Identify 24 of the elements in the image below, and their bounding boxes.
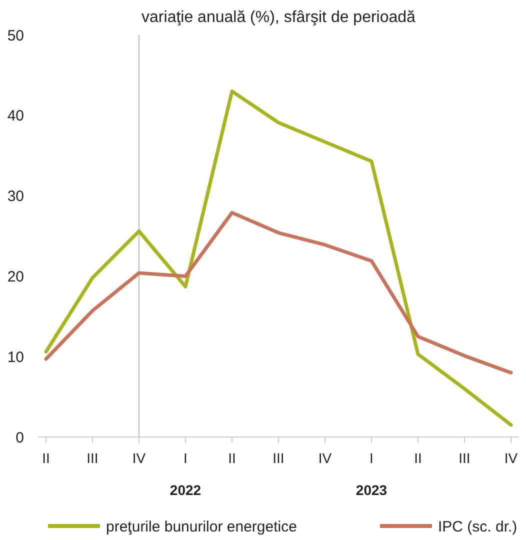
y-tick-label: 40: [7, 108, 24, 125]
y-tick-label: 20: [7, 268, 24, 286]
x-tick-label: I: [184, 450, 188, 466]
text: 2022: [170, 482, 202, 498]
legend-label: IPC (sc. dr.): [438, 518, 518, 536]
x-tick-label: III: [272, 450, 284, 466]
y-tick-label: 30: [7, 188, 24, 206]
y-tick-label: 10: [7, 348, 24, 366]
line-series: [44, 210, 513, 374]
x-tick-label: IV: [318, 450, 332, 466]
x-tick-label: I: [370, 450, 374, 466]
text: 2023: [356, 482, 388, 498]
x-tick-label: III: [86, 450, 98, 466]
x-tick-label: II: [42, 450, 50, 466]
y-tick-label: 0: [16, 429, 24, 446]
x-tick-label: II: [228, 450, 236, 466]
line-series: [44, 90, 513, 427]
x-tick-label: IV: [132, 450, 146, 466]
x-tick-label: IV: [504, 450, 518, 466]
legend-label: preţurile bunurilor energetice: [106, 518, 297, 536]
y-tick-label: 50: [7, 27, 24, 44]
chart-title: variaţie anuală (%), sfârşit de perioadă: [142, 9, 416, 26]
x-tick-label: II: [414, 450, 422, 466]
x-tick-label: III: [458, 450, 470, 466]
